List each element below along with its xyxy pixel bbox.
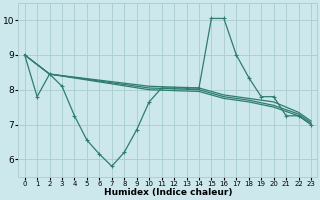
X-axis label: Humidex (Indice chaleur): Humidex (Indice chaleur)	[104, 188, 232, 197]
